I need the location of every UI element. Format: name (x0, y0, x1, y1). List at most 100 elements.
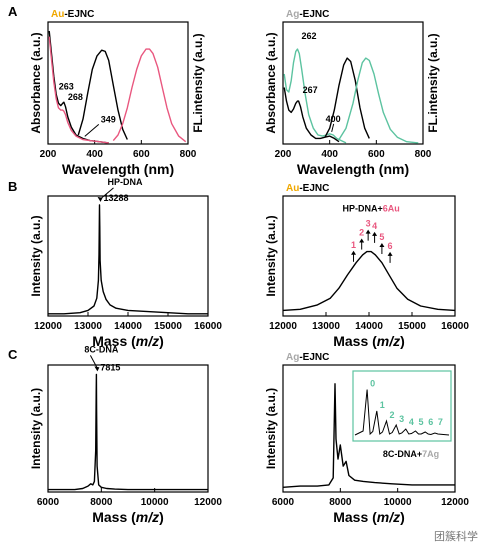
x-tick-label: 800 (180, 149, 197, 160)
chart-title-suffix: -EJNC (299, 9, 329, 20)
annotation-arrowhead (94, 366, 100, 372)
x-tick-label: 16000 (194, 321, 222, 332)
x-axis-label-italic: m/z (136, 333, 159, 349)
chart-title-suffix: -EJNC (299, 183, 329, 194)
chart-title-element: Au (51, 9, 64, 20)
chart-title-element: Au (286, 183, 299, 194)
x-tick-label: 6000 (272, 497, 295, 508)
chart-8c-dna-mass: 6000 8000 10000 12000 Intensity (a.u.) Mass (… (29, 344, 222, 525)
x-axis-label-suffix: ) (400, 333, 405, 349)
inset-peak-label-5: 5 (419, 417, 424, 427)
peak-arrowhead-4 (372, 231, 378, 236)
annotation-label: 7815 (100, 362, 120, 372)
annotation-label: 267 (303, 85, 318, 95)
y-axis-label: Intensity (a.u.) (29, 388, 43, 469)
chart-title: Ag-EJNC (286, 9, 329, 20)
x-tick-label: 800 (415, 149, 432, 160)
series-line-0 (48, 373, 208, 491)
series-line-2 (324, 57, 370, 139)
annotation-label: 8C-DNA (84, 344, 119, 354)
x-axis-label: Mass (m/z) (92, 509, 164, 525)
chart-au-ejnc-spectra: 200 400 600 800 Absorbance (a.u.) FL.intensit… (29, 9, 205, 177)
annotation-label: HP-DNA (108, 177, 143, 187)
assignment-label-prefix: HP-DNA+ (343, 204, 383, 214)
x-axis-label: Mass (m/z) (333, 509, 405, 525)
annotation-label: 263 (59, 81, 74, 91)
y-axis-label-right: FL.intensity (a.u.) (191, 33, 205, 132)
x-tick-label: 600 (368, 149, 385, 160)
chart-ag-ejnc-spectra: 200 400 600 800 Absorbance (a.u.) FL.intensit… (264, 9, 440, 177)
assignment-label: HP-DNA+6Au (343, 204, 400, 214)
x-tick-label: 15000 (398, 321, 426, 332)
peak-label-4: 4 (372, 221, 377, 231)
x-tick-label: 12000 (441, 497, 469, 508)
annotation-arrow (331, 123, 335, 132)
x-tick-label: 12000 (269, 321, 297, 332)
annotation-label: 262 (301, 31, 316, 41)
x-axis-label: Wavelength (nm) (62, 161, 174, 177)
x-axis-label: Wavelength (nm) (297, 161, 409, 177)
x-axis-label-suffix: ) (159, 509, 164, 525)
peak-label-1: 1 (351, 240, 356, 250)
chart-title-suffix: -EJNC (64, 9, 94, 20)
x-axis-label-prefix: Mass ( (333, 509, 377, 525)
inset-assignment-label: 8C-DNA+7Ag (383, 449, 439, 459)
plot-frame (47, 195, 209, 317)
x-tick-label: 600 (133, 149, 150, 160)
peak-arrowhead-2 (359, 238, 365, 243)
inset-frame (352, 370, 452, 442)
x-tick-label: 15000 (154, 321, 182, 332)
y-axis-label: Intensity (a.u.) (264, 215, 278, 296)
peak-arrowhead-1 (351, 250, 357, 255)
annotation-arrow (100, 187, 114, 200)
x-axis-label-italic: m/z (377, 333, 400, 349)
watermark: 团簇科学 (434, 531, 478, 543)
peak-arrowhead-5 (379, 243, 385, 247)
x-tick-label: 12000 (34, 321, 62, 332)
panel-label-b: B (8, 179, 17, 194)
x-tick-label: 10000 (384, 497, 412, 508)
x-axis-label-prefix: Mass ( (333, 333, 377, 349)
x-tick-label: 13000 (312, 321, 340, 332)
inset-peak-label-6: 6 (428, 417, 433, 427)
x-tick-label: 16000 (441, 321, 469, 332)
x-axis-label: Mass (m/z) (333, 333, 405, 349)
y-axis-label: Intensity (a.u.) (264, 388, 278, 469)
inset-assignment-highlight: 7Ag (422, 449, 439, 459)
x-tick-label: 400 (86, 149, 103, 160)
series-line-3 (338, 57, 419, 144)
inset-peak-label-2: 2 (389, 410, 394, 420)
peak-arrowhead-6 (387, 251, 393, 256)
chart-title-element: Ag (286, 9, 299, 20)
annotation-label: 13288 (104, 193, 129, 203)
series-line-3 (112, 48, 187, 143)
peak-label-6: 6 (388, 241, 393, 251)
y-axis-label: Absorbance (a.u.) (264, 32, 278, 133)
series-line-0 (283, 48, 347, 144)
x-axis-label-suffix: ) (400, 509, 405, 525)
chart-title-element: Ag (286, 352, 299, 363)
x-tick-label: 8000 (90, 497, 113, 508)
chart-title: Ag-EJNC (286, 352, 329, 363)
panel-label-a: A (8, 4, 18, 19)
plot-frame (282, 364, 456, 493)
x-axis-label-prefix: Mass ( (92, 333, 136, 349)
series-line-0 (283, 250, 455, 312)
inset-peak-label-0: 0 (370, 379, 375, 389)
x-tick-label: 400 (321, 149, 338, 160)
peak-arrowhead-3 (365, 229, 371, 234)
inset-peak-label-7: 7 (438, 417, 443, 427)
plot-frame (282, 195, 456, 317)
inset-peak-label-4: 4 (409, 417, 414, 427)
series-line-0 (48, 204, 208, 315)
chart-title: Au-EJNC (51, 9, 94, 20)
x-tick-label: 200 (40, 149, 57, 160)
annotation-label: 400 (326, 114, 341, 124)
inset-peak-label-3: 3 (399, 414, 404, 424)
chart-au-ejnc-mass: 12000 13000 14000 15000 16000 Intensity (a.u.… (264, 183, 469, 349)
y-axis-label-right: FL.intensity (a.u.) (426, 33, 440, 132)
x-tick-label: 14000 (355, 321, 383, 332)
peak-label-2: 2 (359, 228, 364, 238)
plot-frame (47, 364, 209, 493)
